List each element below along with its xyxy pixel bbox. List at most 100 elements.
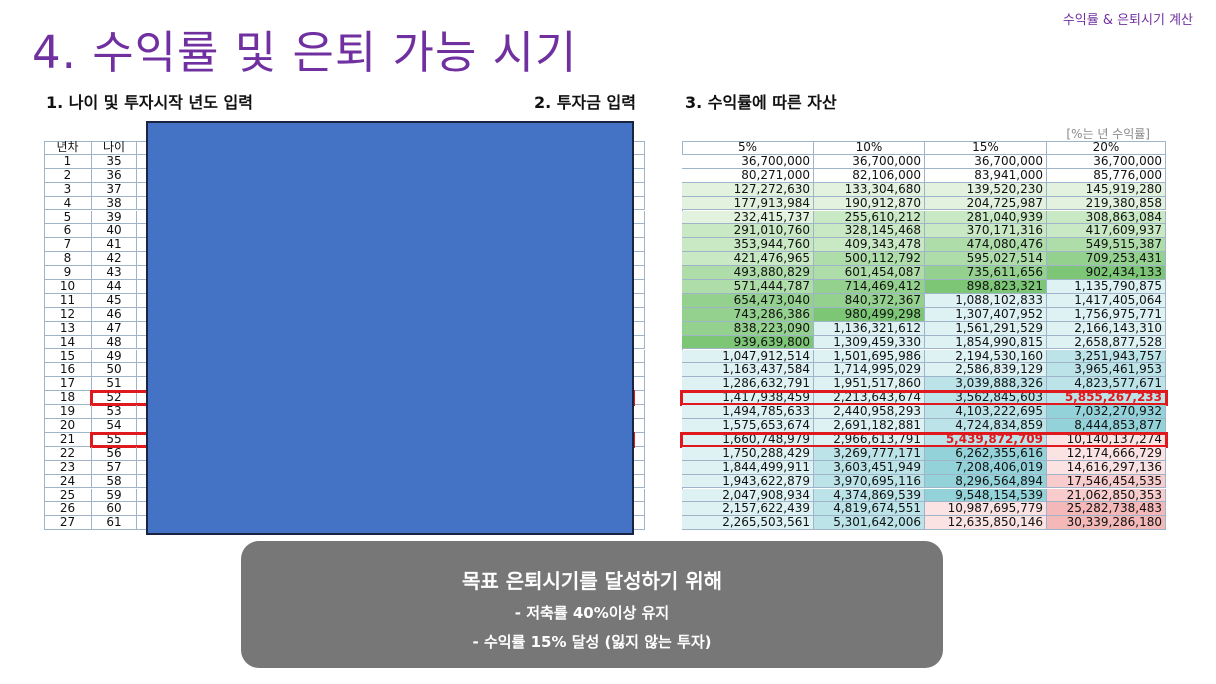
year-cell: 5 — [44, 210, 92, 225]
year-cell: 3 — [44, 182, 92, 197]
asset-cell: 1,307,407,952 — [925, 307, 1047, 322]
age-cell: 39 — [92, 210, 137, 225]
asset-cell: 493,880,829 — [682, 266, 814, 280]
age-cell: 60 — [92, 502, 137, 517]
row-highlight — [680, 431, 1168, 448]
age-cell: 37 — [92, 182, 137, 197]
year-cell: 24 — [44, 474, 92, 489]
asset-cell: 4,374,869,539 — [814, 488, 925, 503]
asset-cell: 7,032,270,932 — [1047, 405, 1166, 419]
asset-cell: 5,301,642,006 — [814, 516, 925, 531]
year-cell: 23 — [44, 460, 92, 475]
year-cell: 13 — [44, 321, 92, 336]
redaction-block — [146, 121, 634, 535]
asset-cell: 308,863,084 — [1047, 210, 1166, 225]
asset-cell: 190,912,870 — [814, 196, 925, 211]
year-cell: 1 — [44, 154, 92, 169]
asset-cell: 2,047,908,934 — [682, 488, 814, 503]
asset-cell: 4,819,674,551 — [814, 502, 925, 517]
asset-cell: 3,039,888,326 — [925, 377, 1047, 392]
year-cell: 16 — [44, 363, 92, 378]
age-cell: 56 — [92, 446, 137, 461]
asset-cell: 3,251,943,757 — [1047, 349, 1166, 364]
age-cell: 59 — [92, 488, 137, 503]
asset-cell: 1,417,405,064 — [1047, 293, 1166, 308]
section-label: 2. 투자금 입력 — [534, 93, 636, 112]
asset-cell: 1,750,288,429 — [682, 446, 814, 461]
asset-cell: 80,271,000 — [682, 168, 814, 183]
asset-cell: 902,434,133 — [1047, 266, 1166, 280]
year-cell: 4 — [44, 196, 92, 211]
year-cell: 8 — [44, 252, 92, 267]
age-cell: 44 — [92, 280, 137, 294]
asset-cell: 898,823,321 — [925, 280, 1047, 294]
asset-cell: 127,272,630 — [682, 182, 814, 197]
year-cell: 9 — [44, 266, 92, 280]
asset-cell: 1,756,975,771 — [1047, 307, 1166, 322]
asset-cell: 2,166,143,310 — [1047, 321, 1166, 336]
asset-cell: 3,970,695,116 — [814, 474, 925, 489]
asset-cell: 549,515,387 — [1047, 238, 1166, 253]
year-cell: 11 — [44, 293, 92, 308]
header-caption: 수익률 & 은퇴시기 계산 — [1062, 13, 1193, 28]
asset-cell: 5,855,267,233 — [1047, 391, 1166, 406]
asset-cell: 2,213,643,674 — [814, 391, 925, 406]
asset-cell: 8,296,564,894 — [925, 474, 1047, 489]
column-header: 년차 — [44, 141, 92, 155]
asset-cell: 255,610,212 — [814, 210, 925, 225]
asset-cell: 571,444,787 — [682, 280, 814, 294]
year-cell: 6 — [44, 224, 92, 239]
table-note: [%는 년 수익률] — [1066, 127, 1150, 141]
year-cell: 17 — [44, 377, 92, 392]
row-highlight — [680, 390, 1168, 407]
age-cell: 40 — [92, 224, 137, 239]
column-header: 15% — [925, 141, 1047, 155]
asset-cell: 232,415,737 — [682, 210, 814, 225]
asset-cell: 2,265,503,561 — [682, 516, 814, 531]
asset-cell: 1,163,437,584 — [682, 363, 814, 378]
asset-cell: 1,660,748,979 — [682, 432, 814, 447]
age-cell: 58 — [92, 474, 137, 489]
callout-heading: 목표 은퇴시기를 달성하기 위해 — [461, 569, 723, 593]
age-cell: 35 — [92, 154, 137, 169]
year-cell: 2 — [44, 168, 92, 183]
asset-cell: 3,269,777,171 — [814, 446, 925, 461]
asset-cell: 3,965,461,953 — [1047, 363, 1166, 378]
age-cell: 54 — [92, 419, 137, 433]
year-cell: 7 — [44, 238, 92, 253]
year-cell: 22 — [44, 446, 92, 461]
age-cell: 38 — [92, 196, 137, 211]
asset-cell: 601,454,087 — [814, 266, 925, 280]
asset-cell: 1,088,102,833 — [925, 293, 1047, 308]
asset-cell: 12,635,850,146 — [925, 516, 1047, 531]
asset-cell: 83,941,000 — [925, 168, 1047, 183]
asset-cell: 8,444,853,877 — [1047, 419, 1166, 433]
year-cell: 10 — [44, 280, 92, 294]
age-cell: 51 — [92, 377, 137, 392]
age-cell: 42 — [92, 252, 137, 267]
asset-cell: 25,282,738,483 — [1047, 502, 1166, 517]
asset-cell: 1,494,785,633 — [682, 405, 814, 419]
asset-cell: 709,253,431 — [1047, 252, 1166, 267]
asset-cell: 421,476,965 — [682, 252, 814, 267]
age-cell: 47 — [92, 321, 137, 336]
asset-cell: 2,157,622,439 — [682, 502, 814, 517]
asset-cell: 1,501,695,986 — [814, 349, 925, 364]
asset-cell: 939,639,800 — [682, 335, 814, 350]
asset-cell: 3,603,451,949 — [814, 460, 925, 475]
age-cell: 46 — [92, 307, 137, 322]
asset-cell: 12,174,666,729 — [1047, 446, 1166, 461]
column-header: 10% — [814, 141, 925, 155]
asset-cell: 4,103,222,695 — [925, 405, 1047, 419]
year-cell: 27 — [44, 516, 92, 531]
asset-cell: 177,913,984 — [682, 196, 814, 211]
asset-cell: 36,700,000 — [1047, 154, 1166, 169]
asset-cell: 36,700,000 — [814, 154, 925, 169]
year-cell: 19 — [44, 405, 92, 419]
slide-title: 4. 수익률 및 은퇴 가능 시기 — [32, 26, 578, 79]
asset-cell: 21,062,850,353 — [1047, 488, 1166, 503]
asset-cell: 328,145,468 — [814, 224, 925, 239]
asset-cell: 1,951,517,860 — [814, 377, 925, 392]
year-cell: 26 — [44, 502, 92, 517]
age-cell: 53 — [92, 405, 137, 419]
